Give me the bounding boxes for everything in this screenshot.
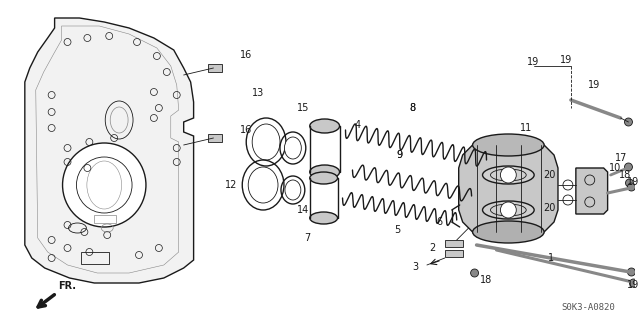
Text: 10: 10: [609, 163, 621, 173]
Circle shape: [500, 167, 516, 183]
Circle shape: [625, 163, 632, 171]
Ellipse shape: [310, 212, 337, 224]
Text: 9: 9: [396, 150, 402, 160]
Circle shape: [627, 183, 636, 191]
Text: 20: 20: [543, 203, 556, 213]
Ellipse shape: [248, 167, 278, 203]
Polygon shape: [25, 18, 194, 283]
Polygon shape: [459, 145, 558, 232]
Polygon shape: [576, 168, 607, 214]
Text: 9: 9: [396, 150, 402, 160]
Bar: [94, 215, 116, 223]
Text: 8: 8: [409, 103, 415, 113]
Text: 12: 12: [225, 180, 237, 190]
Ellipse shape: [252, 124, 280, 160]
Ellipse shape: [472, 134, 544, 156]
Circle shape: [470, 269, 479, 277]
Text: 7: 7: [305, 233, 311, 243]
Text: 19: 19: [627, 280, 639, 290]
Text: 20: 20: [543, 170, 556, 180]
Text: 11: 11: [520, 123, 532, 133]
Text: 16: 16: [240, 50, 252, 60]
Ellipse shape: [472, 221, 544, 243]
Bar: [209, 64, 222, 72]
Text: 8: 8: [409, 103, 415, 113]
Bar: [81, 252, 109, 264]
Ellipse shape: [310, 119, 340, 133]
Text: 18: 18: [481, 275, 493, 285]
Text: 13: 13: [252, 88, 264, 98]
Text: 14: 14: [297, 205, 309, 215]
Circle shape: [627, 268, 636, 276]
Bar: [445, 250, 463, 257]
Circle shape: [630, 279, 637, 287]
Circle shape: [63, 143, 146, 227]
Text: 19: 19: [588, 80, 600, 90]
Circle shape: [625, 118, 632, 126]
Ellipse shape: [285, 180, 301, 200]
Bar: [209, 134, 222, 142]
Text: 17: 17: [615, 153, 628, 163]
Circle shape: [625, 179, 634, 187]
Ellipse shape: [483, 201, 534, 219]
Text: S0K3-A0820: S0K3-A0820: [562, 303, 616, 312]
Ellipse shape: [483, 166, 534, 184]
Ellipse shape: [310, 165, 340, 179]
Circle shape: [500, 202, 516, 218]
Text: 3: 3: [412, 262, 418, 272]
Text: 5: 5: [394, 225, 400, 235]
Text: 16: 16: [240, 125, 252, 135]
Text: 19: 19: [627, 177, 639, 187]
Text: 4: 4: [355, 120, 360, 130]
Text: 18: 18: [620, 170, 632, 180]
Bar: [445, 240, 463, 247]
Text: FR.: FR.: [59, 281, 77, 291]
Text: 6: 6: [436, 217, 443, 227]
Text: 1: 1: [548, 253, 554, 263]
Text: 15: 15: [296, 103, 309, 113]
Ellipse shape: [284, 137, 301, 159]
Text: 2: 2: [429, 243, 435, 253]
Text: 19: 19: [527, 57, 540, 67]
Ellipse shape: [310, 172, 337, 184]
Text: 19: 19: [560, 55, 572, 65]
